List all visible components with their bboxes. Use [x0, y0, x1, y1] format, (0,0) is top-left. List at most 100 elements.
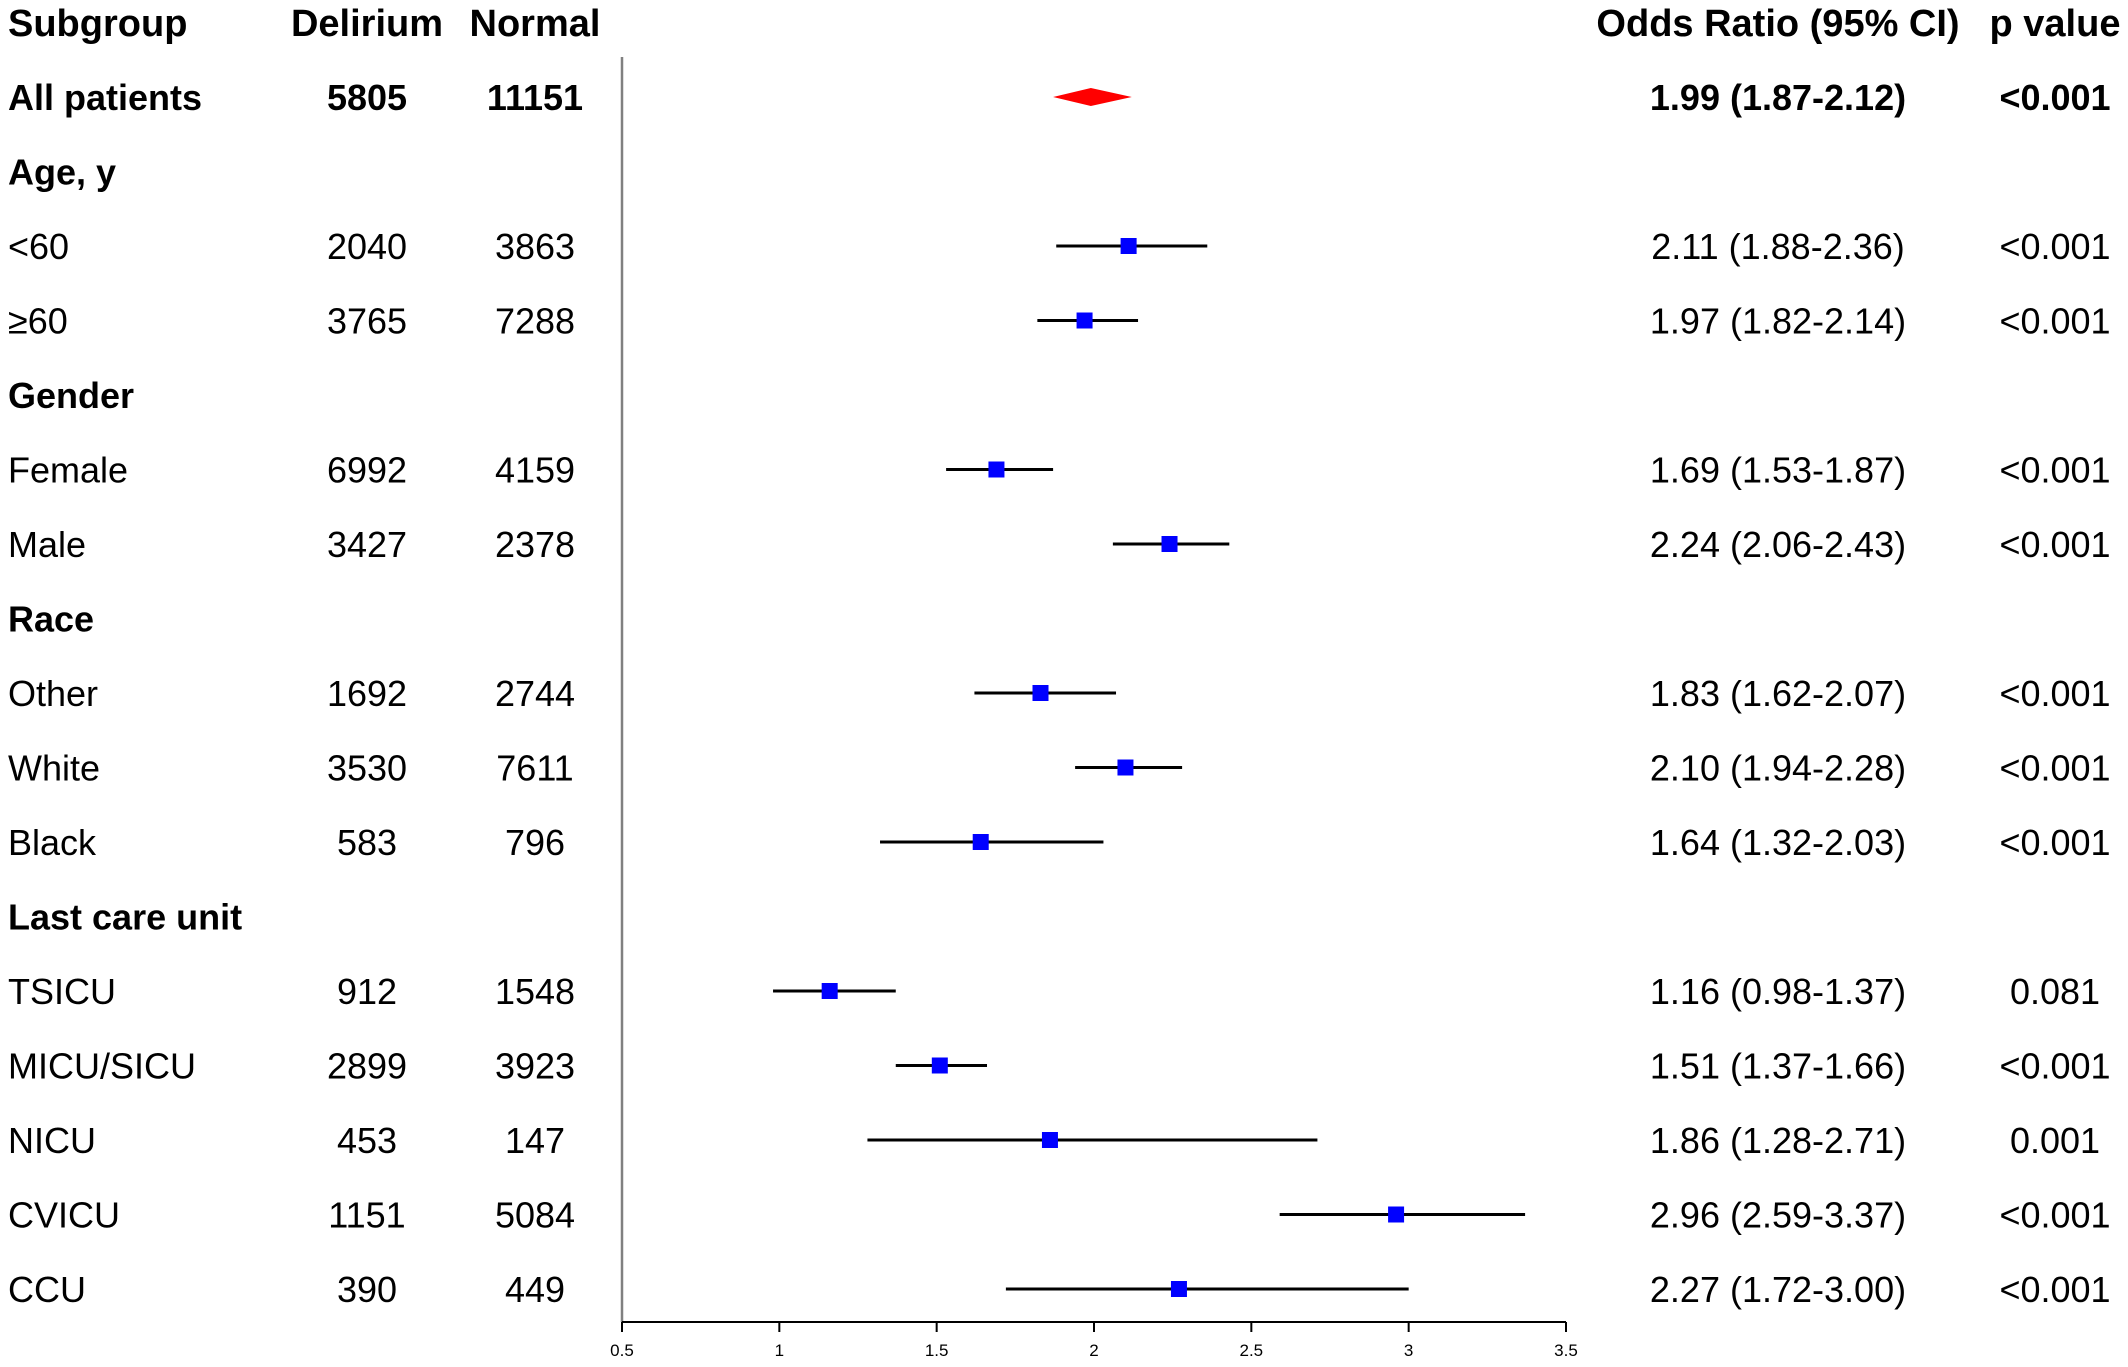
normal-count: 1548 — [495, 971, 575, 1012]
p-value: <0.001 — [1999, 1195, 2110, 1236]
header-odds-ratio: Odds Ratio (95% CI) — [1596, 3, 1959, 45]
odds-ratio-ci: 2.96 (2.59-3.37) — [1650, 1195, 1906, 1236]
row-label: Female — [8, 450, 128, 491]
p-value: <0.001 — [1999, 301, 2110, 342]
point-estimate-marker — [931, 1057, 948, 1074]
normal-count: 796 — [505, 822, 565, 863]
point-estimate-marker — [1161, 536, 1178, 552]
table-row: MICU/SICU 2899 3923 1.51 (1.37-1.66) <0.001 — [8, 1046, 2111, 1087]
point-estimate-marker — [1388, 1206, 1405, 1223]
group-label: Gender — [8, 375, 134, 416]
column-headers: Subgroup Delirium Normal Odds Ratio (95%… — [8, 3, 2120, 45]
odds-ratio-ci: 1.64 (1.32-2.03) — [1650, 822, 1906, 863]
p-value: <0.001 — [1999, 822, 2110, 863]
normal-count: 3923 — [495, 1046, 575, 1087]
table-row: NICU 453 147 1.86 (1.28-2.71) 0.001 — [8, 1120, 2100, 1161]
table-row: Other 1692 2744 1.83 (1.62-2.07) <0.001 — [8, 673, 2111, 714]
table-row: Female 6992 4159 1.69 (1.53-1.87) <0.001 — [8, 450, 2111, 491]
row-label: CCU — [8, 1269, 86, 1310]
overall-diamond-marker — [1053, 88, 1132, 106]
odds-ratio-ci: 2.24 (2.06-2.43) — [1650, 524, 1906, 565]
delirium-count: 6992 — [327, 450, 407, 491]
delirium-count: 5805 — [327, 77, 407, 118]
row-label: ≥60 — [8, 301, 68, 342]
p-value: <0.001 — [1999, 226, 2110, 267]
odds-ratio-ci: 1.97 (1.82-2.14) — [1650, 301, 1906, 342]
normal-count: 2744 — [495, 673, 575, 714]
odds-ratio-ci: 2.11 (1.88-2.36) — [1651, 226, 1905, 267]
point-estimate-marker — [988, 461, 1005, 478]
group-header-row: Age, y — [8, 152, 116, 193]
x-tick-label: 2.5 — [1240, 1341, 1264, 1360]
x-tick-label: 3.5 — [1554, 1341, 1578, 1360]
row-label: TSICU — [8, 971, 116, 1012]
table-row: Black 583 796 1.64 (1.32-2.03) <0.001 — [8, 822, 2111, 863]
delirium-count: 1151 — [328, 1195, 405, 1236]
normal-count: 11151 — [487, 77, 583, 118]
delirium-count: 390 — [337, 1269, 397, 1310]
table-rows: All patients 5805 11151 1.99 (1.87-2.12) <0.… — [8, 77, 2111, 1310]
table-row: Male 3427 2378 2.24 (2.06-2.43) <0.001 — [8, 524, 2111, 565]
point-estimate-marker — [972, 834, 989, 850]
row-label: MICU/SICU — [8, 1046, 196, 1087]
table-row: CVICU 1151 5084 2.96 (2.59-3.37) <0.001 — [8, 1195, 2111, 1236]
delirium-count: 583 — [337, 822, 397, 863]
group-label: Age, y — [8, 152, 116, 193]
point-estimate-marker — [1117, 759, 1134, 776]
table-row: ≥60 3765 7288 1.97 (1.82-2.14) <0.001 — [8, 301, 2111, 342]
header-subgroup: Subgroup — [8, 3, 187, 45]
p-value: <0.001 — [1999, 1269, 2110, 1310]
odds-ratio-ci: 1.83 (1.62-2.07) — [1650, 673, 1906, 714]
row-label: NICU — [8, 1120, 96, 1161]
point-estimate-marker — [1120, 238, 1137, 254]
group-label: Race — [8, 599, 94, 640]
odds-ratio-ci: 1.86 (1.28-2.71) — [1650, 1120, 1906, 1161]
overall-row: All patients 5805 11151 1.99 (1.87-2.12) <0.… — [8, 77, 2111, 118]
x-tick-label: 2 — [1089, 1341, 1098, 1360]
x-tick-label: 1 — [775, 1341, 784, 1360]
p-value: <0.001 — [1999, 748, 2110, 789]
delirium-count: 3530 — [327, 748, 407, 789]
normal-count: 5084 — [495, 1195, 575, 1236]
table-row: White 3530 7611 2.10 (1.94-2.28) <0.001 — [8, 748, 2111, 789]
point-estimate-marker — [821, 983, 838, 999]
p-value: 0.081 — [2010, 971, 2100, 1012]
header-p-value: p value — [1990, 3, 2121, 45]
odds-ratio-ci: 1.16 (0.98-1.37) — [1650, 971, 1906, 1012]
group-header-row: Last care unit — [8, 897, 242, 938]
p-value: 0.001 — [2010, 1120, 2100, 1161]
odds-ratio-ci: 2.10 (1.94-2.28) — [1650, 748, 1906, 789]
normal-count: 2378 — [495, 524, 575, 565]
normal-count: 3863 — [495, 226, 575, 267]
normal-count: 147 — [505, 1120, 565, 1161]
table-row: TSICU 912 1548 1.16 (0.98-1.37) 0.081 — [8, 971, 2100, 1012]
point-estimate-marker — [1032, 685, 1049, 701]
row-label: All patients — [8, 77, 202, 118]
delirium-count: 912 — [337, 971, 397, 1012]
delirium-count: 2899 — [327, 1046, 407, 1087]
normal-count: 449 — [505, 1269, 565, 1310]
table-row: <60 2040 3863 2.11 (1.88-2.36) <0.001 — [8, 226, 2111, 267]
group-header-row: Gender — [8, 375, 134, 416]
row-label: CVICU — [8, 1195, 120, 1236]
row-label: Male — [8, 524, 86, 565]
point-estimate-marker — [1170, 1281, 1187, 1297]
row-label: <60 — [8, 226, 69, 267]
delirium-count: 3427 — [327, 524, 407, 565]
x-tick-label: 3 — [1404, 1341, 1413, 1360]
x-axis: 0.5 1 1.5 2 2.5 3 3.5 — [610, 57, 1578, 1360]
p-value: <0.001 — [1999, 524, 2110, 565]
row-label: Black — [8, 822, 97, 863]
p-value: <0.001 — [1999, 673, 2110, 714]
odds-ratio-ci: 1.51 (1.37-1.66) — [1650, 1046, 1906, 1087]
normal-count: 7288 — [495, 301, 575, 342]
row-label: Other — [8, 673, 98, 714]
header-normal: Normal — [470, 3, 601, 45]
p-value: <0.001 — [1999, 1046, 2110, 1087]
odds-ratio-ci: 1.69 (1.53-1.87) — [1650, 450, 1906, 491]
group-header-row: Race — [8, 599, 94, 640]
delirium-count: 453 — [337, 1120, 397, 1161]
normal-count: 4159 — [495, 450, 575, 491]
delirium-count: 1692 — [327, 673, 407, 714]
